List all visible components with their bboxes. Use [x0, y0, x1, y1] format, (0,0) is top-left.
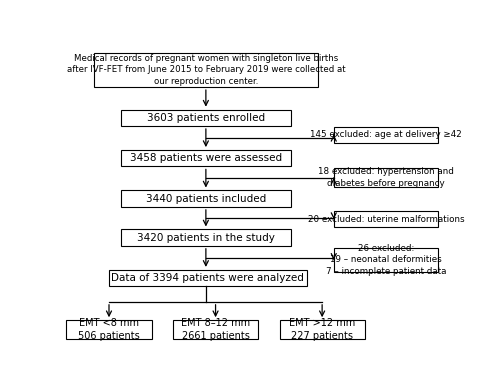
Text: EMT <8 mm
506 patients: EMT <8 mm 506 patients	[78, 318, 140, 341]
Text: 145 excluded: age at delivery ≥42: 145 excluded: age at delivery ≥42	[310, 130, 462, 139]
Text: Data of 3394 patients were analyzed: Data of 3394 patients were analyzed	[112, 273, 304, 283]
FancyBboxPatch shape	[334, 127, 438, 142]
Text: EMT 8–12 mm
2661 patients: EMT 8–12 mm 2661 patients	[181, 318, 250, 341]
FancyBboxPatch shape	[120, 191, 291, 207]
Text: EMT >12 mm
227 patients: EMT >12 mm 227 patients	[289, 318, 355, 341]
Text: 3603 patients enrolled: 3603 patients enrolled	[147, 113, 265, 123]
Text: 18 excluded: hypertension and
diabetes before pregnancy: 18 excluded: hypertension and diabetes b…	[318, 168, 454, 188]
Text: 20 excluded: uterine malformations: 20 excluded: uterine malformations	[308, 215, 464, 224]
FancyBboxPatch shape	[334, 168, 438, 187]
FancyBboxPatch shape	[66, 320, 152, 339]
FancyBboxPatch shape	[334, 248, 438, 272]
FancyBboxPatch shape	[94, 53, 318, 87]
Text: Medical records of pregnant women with singleton live births
after IVF-FET from : Medical records of pregnant women with s…	[66, 54, 345, 86]
Text: 3458 patients were assessed: 3458 patients were assessed	[130, 153, 282, 163]
FancyBboxPatch shape	[120, 230, 291, 246]
FancyBboxPatch shape	[120, 150, 291, 166]
Text: 26 excluded:
19 – neonatal deformities
7 – incomplete patient data: 26 excluded: 19 – neonatal deformities 7…	[326, 244, 446, 276]
FancyBboxPatch shape	[280, 320, 365, 339]
FancyBboxPatch shape	[173, 320, 258, 339]
Text: 3440 patients included: 3440 patients included	[146, 194, 266, 204]
FancyBboxPatch shape	[120, 110, 291, 126]
FancyBboxPatch shape	[334, 212, 438, 227]
FancyBboxPatch shape	[109, 270, 306, 286]
Text: 3420 patients in the study: 3420 patients in the study	[137, 233, 275, 243]
